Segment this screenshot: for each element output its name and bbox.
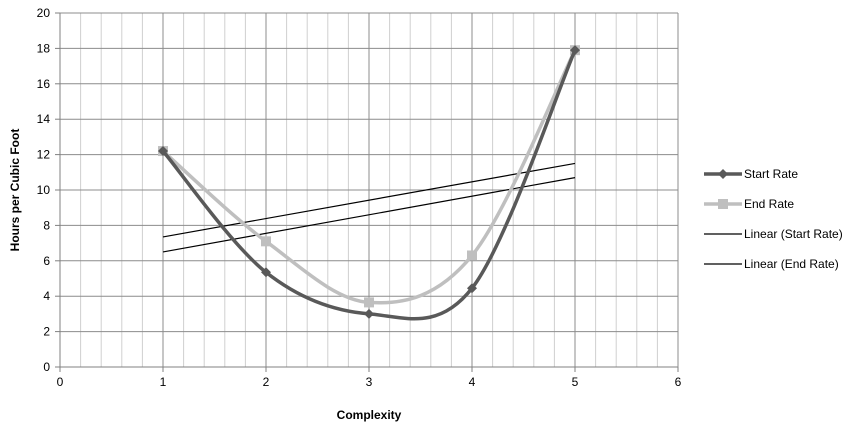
y-tick-label: 8: [43, 218, 50, 232]
x-tick-label: 5: [572, 375, 579, 389]
x-axis-title: Complexity: [337, 408, 402, 422]
legend-label: Linear (Start Rate): [744, 227, 843, 241]
legend-swatch-marker: [718, 169, 728, 179]
data-point-marker: [158, 146, 168, 157]
x-axis-ticks: 0 1 2 3 4 5 6: [57, 367, 682, 389]
x-tick-label: 2: [263, 375, 270, 389]
data-point-marker: [570, 45, 580, 56]
legend-label: Start Rate: [744, 167, 798, 181]
trendline: [162, 162, 576, 238]
data-point-marker: [467, 283, 477, 294]
y-tick-label: 0: [43, 360, 50, 374]
legend-label: Linear (End Rate): [744, 257, 839, 271]
y-tick-label: 10: [37, 183, 51, 197]
data-point-marker: [467, 250, 477, 261]
x-tick-label: 3: [366, 375, 373, 389]
chart-legend: Start Rate End Rate Linear (Start Rate) Lin…: [704, 167, 843, 271]
y-axis-ticks: 0 2 4 6 8 10 12 14 16 18 20: [37, 6, 60, 374]
data-point-marker: [261, 267, 271, 278]
y-axis-title: Hours per Cubic Foot: [8, 129, 22, 252]
data-point-marker: [364, 297, 374, 308]
y-tick-label: 6: [43, 254, 50, 268]
x-tick-label: 6: [675, 375, 682, 389]
legend-label: End Rate: [744, 197, 794, 211]
y-tick-label: 2: [43, 325, 50, 339]
y-tick-label: 18: [37, 41, 51, 55]
series-line: [161, 49, 577, 305]
x-tick-label: 4: [469, 375, 476, 389]
y-tick-label: 14: [37, 112, 51, 126]
y-tick-label: 16: [37, 77, 51, 91]
legend-swatch-marker: [718, 199, 728, 209]
y-tick-label: 20: [37, 6, 51, 20]
data-series: [158, 45, 580, 321]
y-tick-label: 12: [37, 148, 51, 162]
x-tick-label: 1: [160, 375, 167, 389]
series-line: [161, 49, 577, 321]
x-tick-label: 0: [57, 375, 64, 389]
y-tick-label: 4: [43, 289, 50, 303]
data-point-marker: [261, 236, 271, 247]
data-point-marker: [364, 308, 374, 319]
